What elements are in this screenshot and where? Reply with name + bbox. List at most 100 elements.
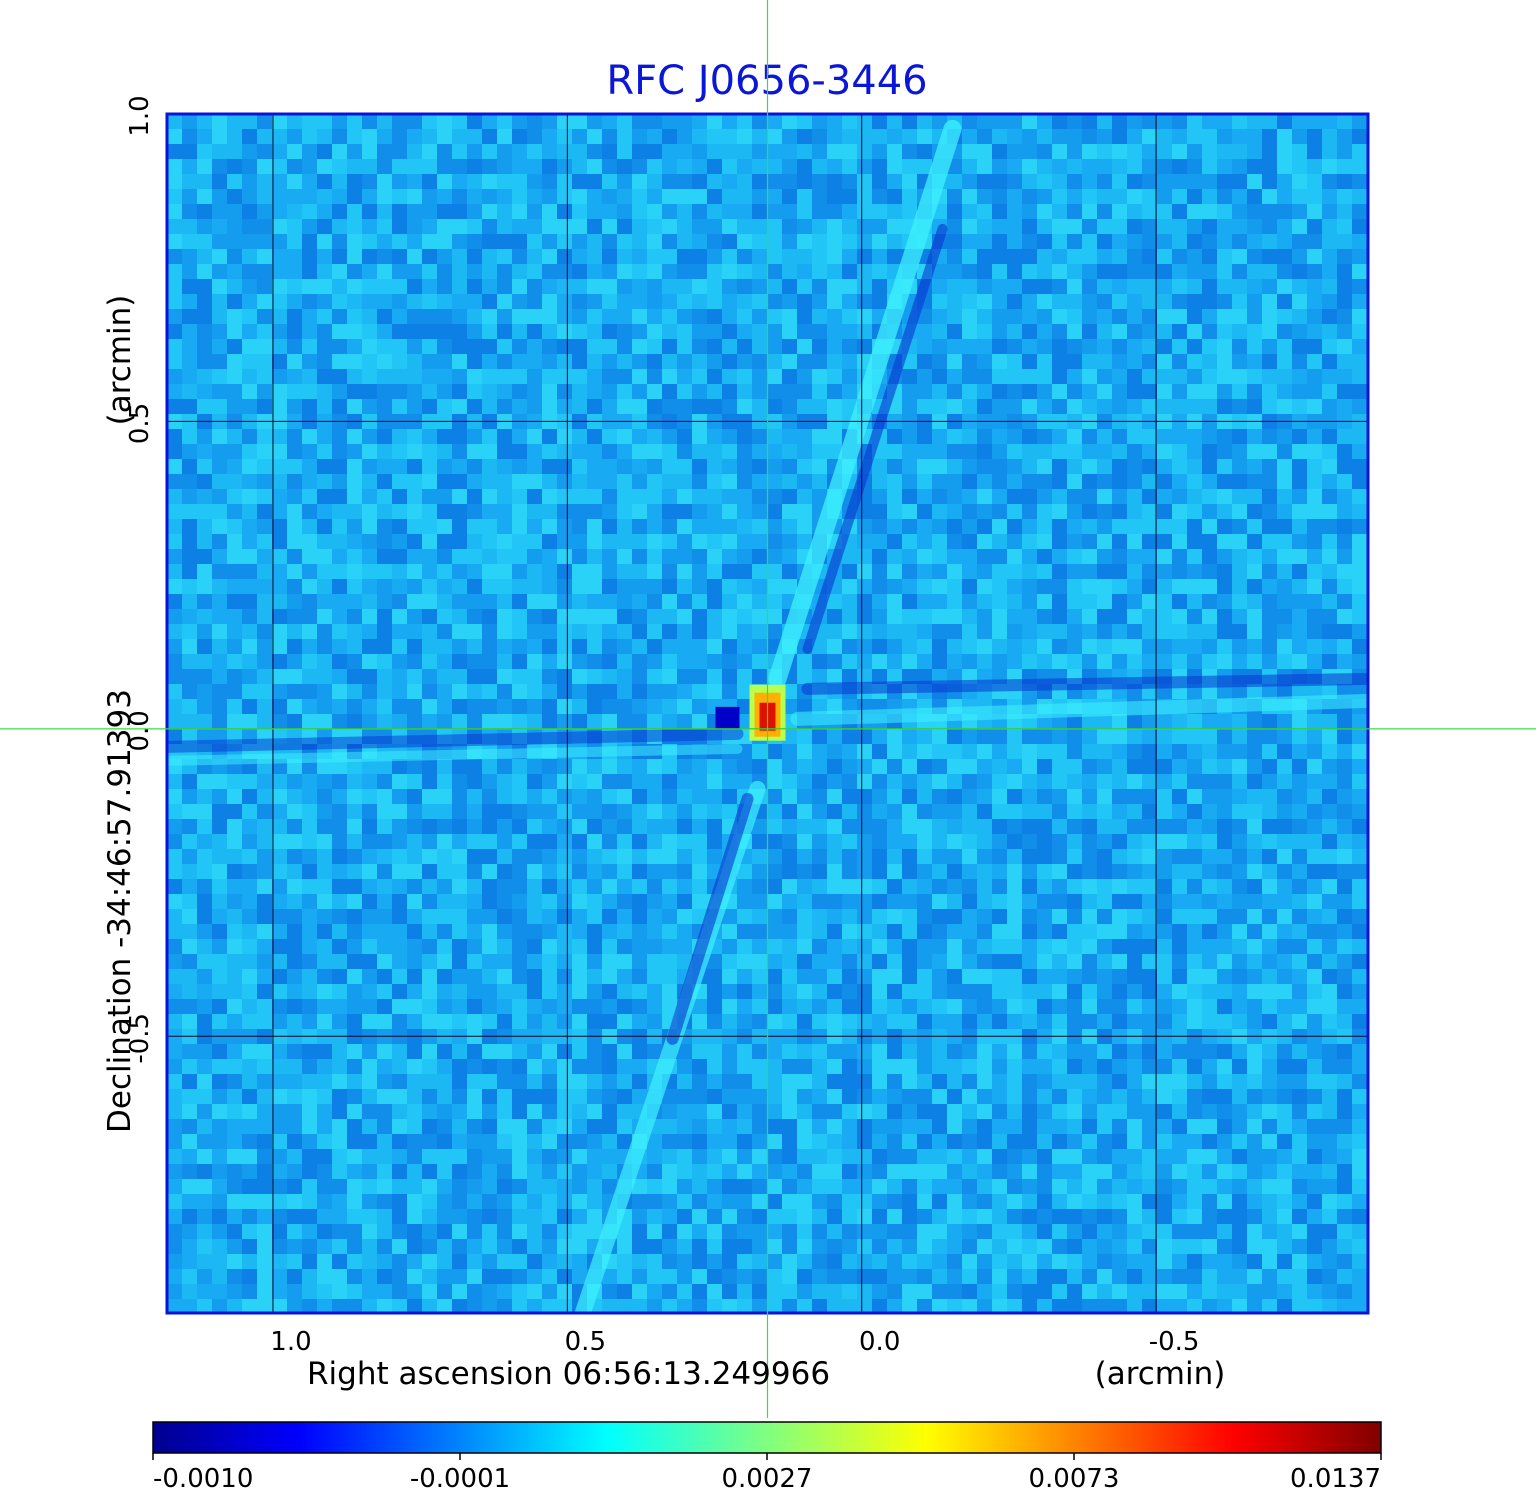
image-pixel	[182, 714, 197, 729]
image-pixel	[1277, 834, 1292, 849]
image-pixel	[602, 894, 617, 909]
image-pixel	[1247, 609, 1262, 624]
image-pixel	[752, 999, 767, 1014]
image-pixel	[617, 399, 632, 414]
image-pixel	[797, 969, 812, 984]
image-pixel	[1082, 759, 1097, 774]
image-pixel	[1097, 849, 1112, 864]
image-pixel	[737, 384, 752, 399]
image-pixel	[212, 399, 227, 414]
image-pixel	[812, 954, 827, 969]
image-pixel	[1262, 729, 1277, 744]
image-pixel	[887, 594, 902, 609]
image-pixel	[1262, 909, 1277, 924]
image-pixel	[497, 579, 512, 594]
image-pixel	[1187, 489, 1202, 504]
image-pixel	[1037, 789, 1052, 804]
image-pixel	[1307, 249, 1322, 264]
image-pixel	[1247, 399, 1262, 414]
image-pixel	[1082, 894, 1097, 909]
image-pixel	[167, 984, 182, 999]
image-pixel	[1262, 984, 1277, 999]
image-pixel	[1007, 834, 1022, 849]
image-pixel	[947, 594, 962, 609]
image-pixel	[452, 669, 467, 684]
image-pixel	[842, 744, 857, 759]
image-pixel	[272, 594, 287, 609]
image-pixel	[617, 459, 632, 474]
image-pixel	[1007, 519, 1022, 534]
image-pixel	[182, 849, 197, 864]
image-pixel	[1307, 444, 1322, 459]
image-pixel	[1067, 654, 1082, 669]
image-pixel	[1097, 474, 1112, 489]
image-pixel	[557, 459, 572, 474]
image-pixel	[902, 399, 917, 414]
image-pixel	[437, 474, 452, 489]
image-pixel	[1292, 204, 1307, 219]
image-pixel	[1187, 849, 1202, 864]
image-pixel	[452, 174, 467, 189]
image-pixel	[1202, 204, 1217, 219]
image-pixel	[362, 339, 377, 354]
image-pixel	[482, 639, 497, 654]
image-pixel	[482, 159, 497, 174]
image-pixel	[602, 429, 617, 444]
image-pixel	[1097, 159, 1112, 174]
image-pixel	[782, 549, 797, 564]
image-pixel	[542, 939, 557, 954]
image-pixel	[497, 189, 512, 204]
image-pixel	[1352, 609, 1367, 624]
image-pixel	[752, 579, 767, 594]
image-pixel	[572, 654, 587, 669]
image-pixel	[257, 939, 272, 954]
image-pixel	[197, 309, 212, 324]
image-pixel	[197, 189, 212, 204]
image-pixel	[602, 564, 617, 579]
image-pixel	[257, 399, 272, 414]
image-pixel	[932, 789, 947, 804]
image-pixel	[1247, 489, 1262, 504]
image-pixel	[842, 339, 857, 354]
image-pixel	[647, 849, 662, 864]
image-pixel	[782, 399, 797, 414]
image-pixel	[1157, 129, 1172, 144]
image-pixel	[452, 384, 467, 399]
image-pixel	[1037, 354, 1052, 369]
image-pixel	[1037, 624, 1052, 639]
image-pixel	[1142, 429, 1157, 444]
image-pixel	[1292, 774, 1307, 789]
image-pixel	[347, 789, 362, 804]
image-pixel	[572, 549, 587, 564]
image-pixel	[992, 174, 1007, 189]
image-pixel	[1037, 474, 1052, 489]
image-pixel	[602, 879, 617, 894]
image-pixel	[992, 159, 1007, 174]
image-pixel	[497, 369, 512, 384]
image-pixel	[887, 984, 902, 999]
image-pixel	[782, 954, 797, 969]
image-pixel	[422, 804, 437, 819]
image-pixel	[662, 684, 677, 699]
image-pixel	[1247, 384, 1262, 399]
image-pixel	[572, 609, 587, 624]
image-pixel	[1292, 144, 1307, 159]
image-pixel	[1067, 264, 1082, 279]
image-pixel	[1337, 534, 1352, 549]
image-pixel	[857, 264, 872, 279]
image-pixel	[1202, 384, 1217, 399]
image-pixel	[677, 789, 692, 804]
image-pixel	[1037, 924, 1052, 939]
image-pixel	[1217, 159, 1232, 174]
image-pixel	[1262, 609, 1277, 624]
image-pixel	[662, 114, 677, 129]
image-pixel	[422, 639, 437, 654]
image-pixel	[1187, 264, 1202, 279]
image-pixel	[1097, 984, 1112, 999]
image-pixel	[182, 249, 197, 264]
image-pixel	[842, 969, 857, 984]
image-pixel	[887, 219, 902, 234]
image-pixel	[302, 669, 317, 684]
image-pixel	[962, 774, 977, 789]
image-pixel	[707, 399, 722, 414]
